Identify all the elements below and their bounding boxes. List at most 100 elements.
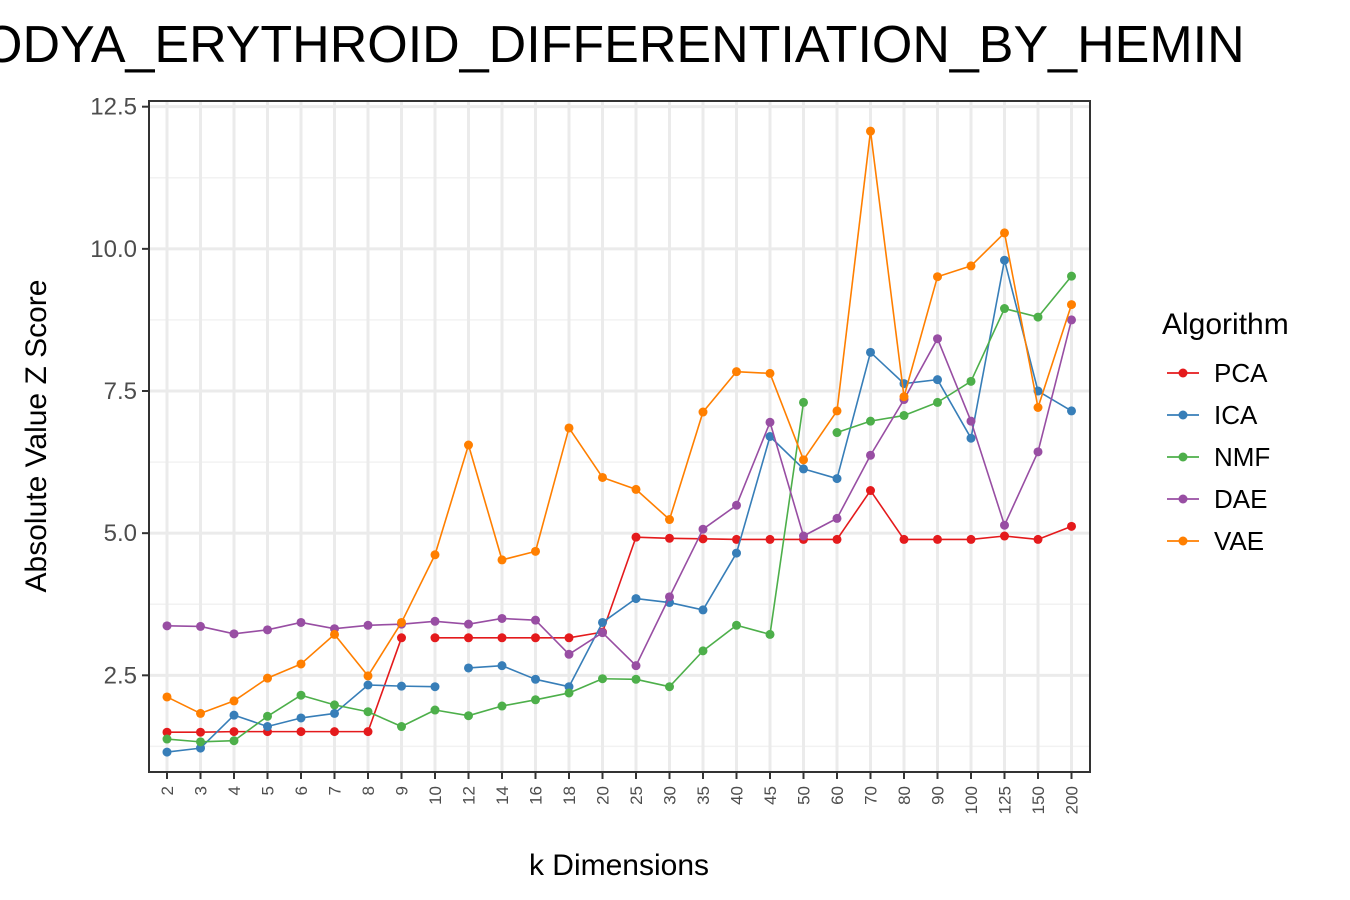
legend-title: Algorithm <box>1162 308 1289 341</box>
data-point <box>229 696 239 706</box>
plot-background <box>149 101 1090 772</box>
series-line-segment <box>869 399 905 456</box>
data-point <box>497 633 507 643</box>
data-point <box>933 375 942 385</box>
data-point <box>732 367 741 377</box>
series-line-segment <box>200 625 235 635</box>
data-point <box>866 126 875 136</box>
data-point <box>832 428 842 438</box>
series-line-segment <box>267 621 302 631</box>
data-point <box>497 613 507 623</box>
series-line-segment <box>635 597 670 604</box>
x-tick-label: 16 <box>527 786 546 805</box>
x-axis: 2 3 4 5 6 7 8 9 10 12 14 16 18 20 25 30 35 40 45 50 60 70 80 90… <box>158 772 1082 814</box>
data-point <box>196 743 205 753</box>
series-line-segment <box>300 712 335 719</box>
major-grid <box>149 101 1090 772</box>
series-line-segment <box>602 597 637 624</box>
y-axis: 2.5 5.0 7.5 10.0 12.5 <box>90 94 149 689</box>
data-point <box>1000 531 1009 541</box>
series-line-segment <box>166 747 201 753</box>
data-point <box>531 674 540 684</box>
series-line-segment <box>367 710 402 728</box>
series-line-segment <box>568 427 604 478</box>
data-point <box>430 616 440 626</box>
data-point <box>162 734 172 744</box>
series-line-segment <box>233 629 268 635</box>
data-point <box>464 619 473 629</box>
data-point <box>732 548 741 558</box>
data-point <box>229 629 239 639</box>
data-point <box>732 534 741 544</box>
series-line-segment <box>601 536 637 633</box>
series-line-segment <box>166 696 201 715</box>
series-layer <box>162 126 1076 757</box>
legend-label: PCA <box>1214 358 1268 388</box>
series-nmf <box>162 271 1076 747</box>
series-line-segment <box>1037 319 1073 453</box>
data-point <box>1067 300 1076 310</box>
series-line-segment <box>735 436 771 554</box>
series-line-segment <box>970 535 1005 541</box>
series-line-segment <box>367 622 403 677</box>
series-line-segment <box>367 637 403 732</box>
series-vae <box>162 126 1076 718</box>
minor-grid <box>149 177 1090 748</box>
x-tick-label: 125 <box>996 786 1015 814</box>
data-point <box>564 649 574 659</box>
data-point <box>598 472 607 482</box>
series-line-segment <box>334 624 369 630</box>
y-tick-label: 5.0 <box>104 520 137 547</box>
data-point <box>799 531 808 541</box>
series-line-segment <box>501 664 536 681</box>
data-point <box>229 727 239 737</box>
data-point <box>497 555 507 565</box>
x-tick-label: 150 <box>1029 786 1048 814</box>
data-point <box>330 629 339 639</box>
series-line-segment <box>1004 307 1039 318</box>
data-point <box>665 592 674 602</box>
series-line-segment <box>970 308 1006 382</box>
series-line-segment <box>903 338 939 400</box>
legend-key-point <box>1178 452 1188 462</box>
series-line-segment <box>803 517 838 537</box>
series-line-segment <box>937 380 972 404</box>
plot-panel <box>148 100 1091 773</box>
data-point <box>732 620 741 630</box>
data-point <box>1067 406 1076 416</box>
series-line-segment <box>200 700 235 715</box>
series-ica <box>162 255 1076 757</box>
y-tick-label: 12.5 <box>90 94 137 121</box>
x-tick-label: 70 <box>862 786 881 805</box>
data-point <box>162 692 172 702</box>
data-point <box>832 406 842 416</box>
data-point <box>732 500 741 510</box>
series-line-segment <box>534 619 570 655</box>
data-point <box>631 594 641 604</box>
data-point <box>196 727 205 737</box>
data-point <box>799 464 808 474</box>
series-line-segment <box>401 620 436 625</box>
x-tick-label: 2 <box>158 786 177 795</box>
series-line-segment <box>903 378 938 385</box>
data-point <box>564 423 574 433</box>
series-line-segment <box>803 468 838 480</box>
x-tick-label: 5 <box>259 786 278 795</box>
data-point <box>330 727 339 737</box>
chart-title: ODYA_ERYTHROID_DIFFERENTIATION_BY_HEMIN <box>0 16 1245 74</box>
legend-key-point <box>1178 494 1188 504</box>
series-line-segment <box>333 684 369 715</box>
series-line-segment <box>769 422 805 537</box>
series-line-segment <box>535 678 570 688</box>
x-tick-label: 4 <box>225 786 244 795</box>
series-line-segment <box>468 617 503 625</box>
series-line-segment <box>400 554 436 623</box>
series-line-segment <box>668 528 704 598</box>
legend-label: NMF <box>1214 442 1270 472</box>
x-tick-label: 90 <box>929 786 948 805</box>
series-line-segment <box>535 692 570 701</box>
series-line-segment <box>1003 451 1039 526</box>
data-point <box>698 524 708 534</box>
x-tick-label: 80 <box>895 786 914 805</box>
data-point <box>430 550 440 560</box>
